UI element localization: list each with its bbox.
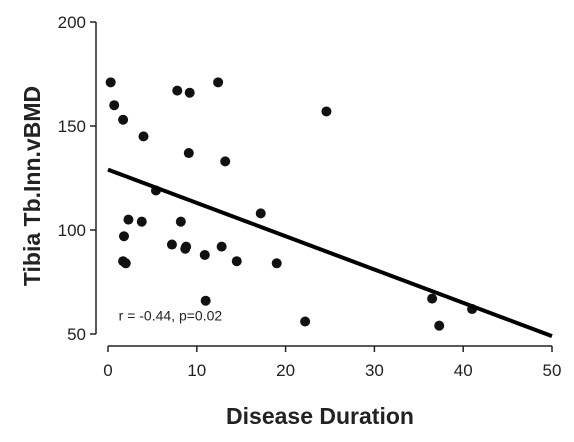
regression-line xyxy=(107,167,553,338)
data-point xyxy=(120,258,131,269)
data-point xyxy=(123,214,134,225)
x-tick-label: 0 xyxy=(103,361,112,380)
data-point xyxy=(200,295,211,306)
data-point xyxy=(199,249,210,260)
data-point xyxy=(300,316,311,327)
data-point xyxy=(118,231,129,242)
data-point xyxy=(183,148,194,159)
data-point xyxy=(180,243,191,254)
data-point xyxy=(231,256,242,267)
axes xyxy=(95,22,552,347)
x-tick-label: 50 xyxy=(543,361,562,380)
x-tick-label: 20 xyxy=(276,361,295,380)
data-point xyxy=(166,239,177,250)
x-tick-label: 30 xyxy=(365,361,384,380)
x-ticks: 0 10 20 30 40 50 xyxy=(103,346,561,380)
data-point xyxy=(136,216,147,227)
y-tick-label: 50 xyxy=(67,325,86,344)
data-point xyxy=(213,77,224,88)
data-point xyxy=(184,87,195,98)
x-axis-title: Disease Duration xyxy=(226,403,414,429)
data-point xyxy=(434,320,445,331)
x-tick-label: 40 xyxy=(454,361,473,380)
y-tick-label: 100 xyxy=(58,221,86,240)
data-point xyxy=(138,131,149,142)
data-point xyxy=(216,241,227,252)
data-point xyxy=(172,85,183,96)
data-point xyxy=(321,106,332,117)
data-point xyxy=(105,77,116,88)
data-point xyxy=(427,293,438,304)
y-tick-label: 150 xyxy=(58,117,86,136)
y-axis-title: Tibia Tb.Inn.vBMD xyxy=(19,86,45,286)
data-point xyxy=(271,258,282,269)
data-point xyxy=(109,100,120,111)
data-points xyxy=(105,77,478,331)
y-ticks: 50 100 150 200 xyxy=(58,13,96,344)
data-point xyxy=(118,114,129,125)
data-point xyxy=(255,208,266,219)
x-tick-label: 10 xyxy=(187,361,206,380)
data-point xyxy=(175,216,186,227)
correlation-annotation: r = -0.44, p=0.02 xyxy=(119,307,223,323)
y-tick-label: 200 xyxy=(58,13,86,32)
data-point xyxy=(220,156,231,167)
